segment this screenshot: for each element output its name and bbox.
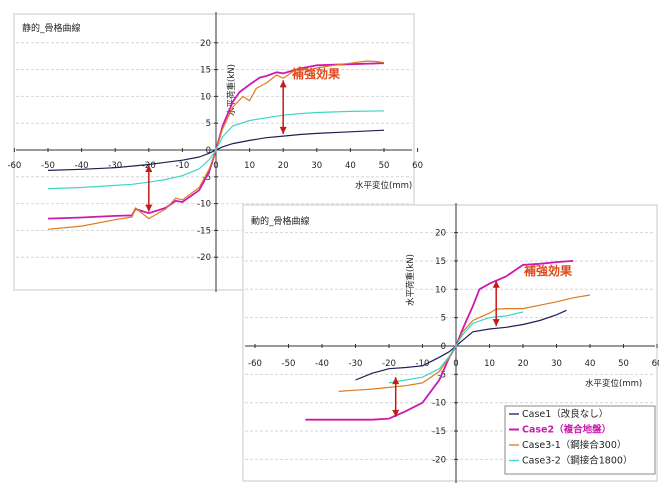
x-tick-label: -20 <box>382 359 396 369</box>
x-axis-label: 水平変位(mm) <box>585 378 642 389</box>
y-tick-label: 15 <box>435 257 446 267</box>
x-tick-label: 20 <box>518 359 529 369</box>
legend-entry: Case2（複合地盤） <box>522 424 611 436</box>
dynamic-skeleton-chart: -60-50-40-30-20-100102030405060-20-15-10… <box>243 203 659 483</box>
y-tick-label: 15 <box>200 66 211 76</box>
y-tick-label: 5 <box>441 314 446 324</box>
x-tick-label: -10 <box>175 161 189 171</box>
y-tick-label: 20 <box>435 229 446 239</box>
legend-entry: Case3-2（鋼接合1800） <box>522 455 632 467</box>
y-tick-label: -15 <box>197 226 211 236</box>
x-tick-label: -30 <box>349 359 363 369</box>
legend-entry: Case1（改良なし） <box>522 408 608 420</box>
x-tick-label: 0 <box>213 161 218 171</box>
x-tick-label: 60 <box>412 161 423 171</box>
x-tick-label: 20 <box>278 161 289 171</box>
x-tick-label: 10 <box>484 359 495 369</box>
effect-annotation: 補強効果 <box>291 66 340 81</box>
x-axis-label: 水平変位(mm) <box>355 180 412 191</box>
y-tick-label: 10 <box>435 285 446 295</box>
x-tick-label: 0 <box>453 359 458 369</box>
y-tick-label: -10 <box>197 200 211 210</box>
y-tick-label: -10 <box>432 399 446 409</box>
x-tick-label: 30 <box>551 359 562 369</box>
chart-title: 動的_骨格曲線 <box>251 215 310 227</box>
x-tick-label: -40 <box>315 359 329 369</box>
x-tick-label: -30 <box>108 161 122 171</box>
x-tick-label: 40 <box>585 359 596 369</box>
x-tick-label: -60 <box>7 161 21 171</box>
y-tick-label: -15 <box>432 427 446 437</box>
x-tick-label: 50 <box>618 359 629 369</box>
y-tick-label: 0 <box>441 342 446 352</box>
y-axis-label: 水平荷重(kN) <box>405 254 416 306</box>
x-tick-label: -60 <box>248 359 262 369</box>
y-axis-label: 水平荷重(kN) <box>226 64 237 116</box>
x-tick-label: -50 <box>282 359 296 369</box>
x-tick-label: 10 <box>244 161 255 171</box>
y-tick-label: -20 <box>197 253 211 263</box>
y-tick-label: -20 <box>432 455 446 465</box>
legend-entry: Case3-1（鋼接合300） <box>522 439 626 451</box>
x-tick-label: 30 <box>311 161 322 171</box>
y-tick-label: 10 <box>200 92 211 102</box>
x-tick-label: 50 <box>379 161 390 171</box>
effect-annotation: 補強効果 <box>523 263 572 278</box>
chart-title: 静的_骨格曲線 <box>22 22 81 34</box>
x-tick-label: 60 <box>652 359 659 369</box>
x-tick-label: 40 <box>345 161 356 171</box>
x-tick-label: -50 <box>41 161 55 171</box>
y-tick-label: 5 <box>206 119 211 129</box>
y-tick-label: 20 <box>200 39 211 49</box>
